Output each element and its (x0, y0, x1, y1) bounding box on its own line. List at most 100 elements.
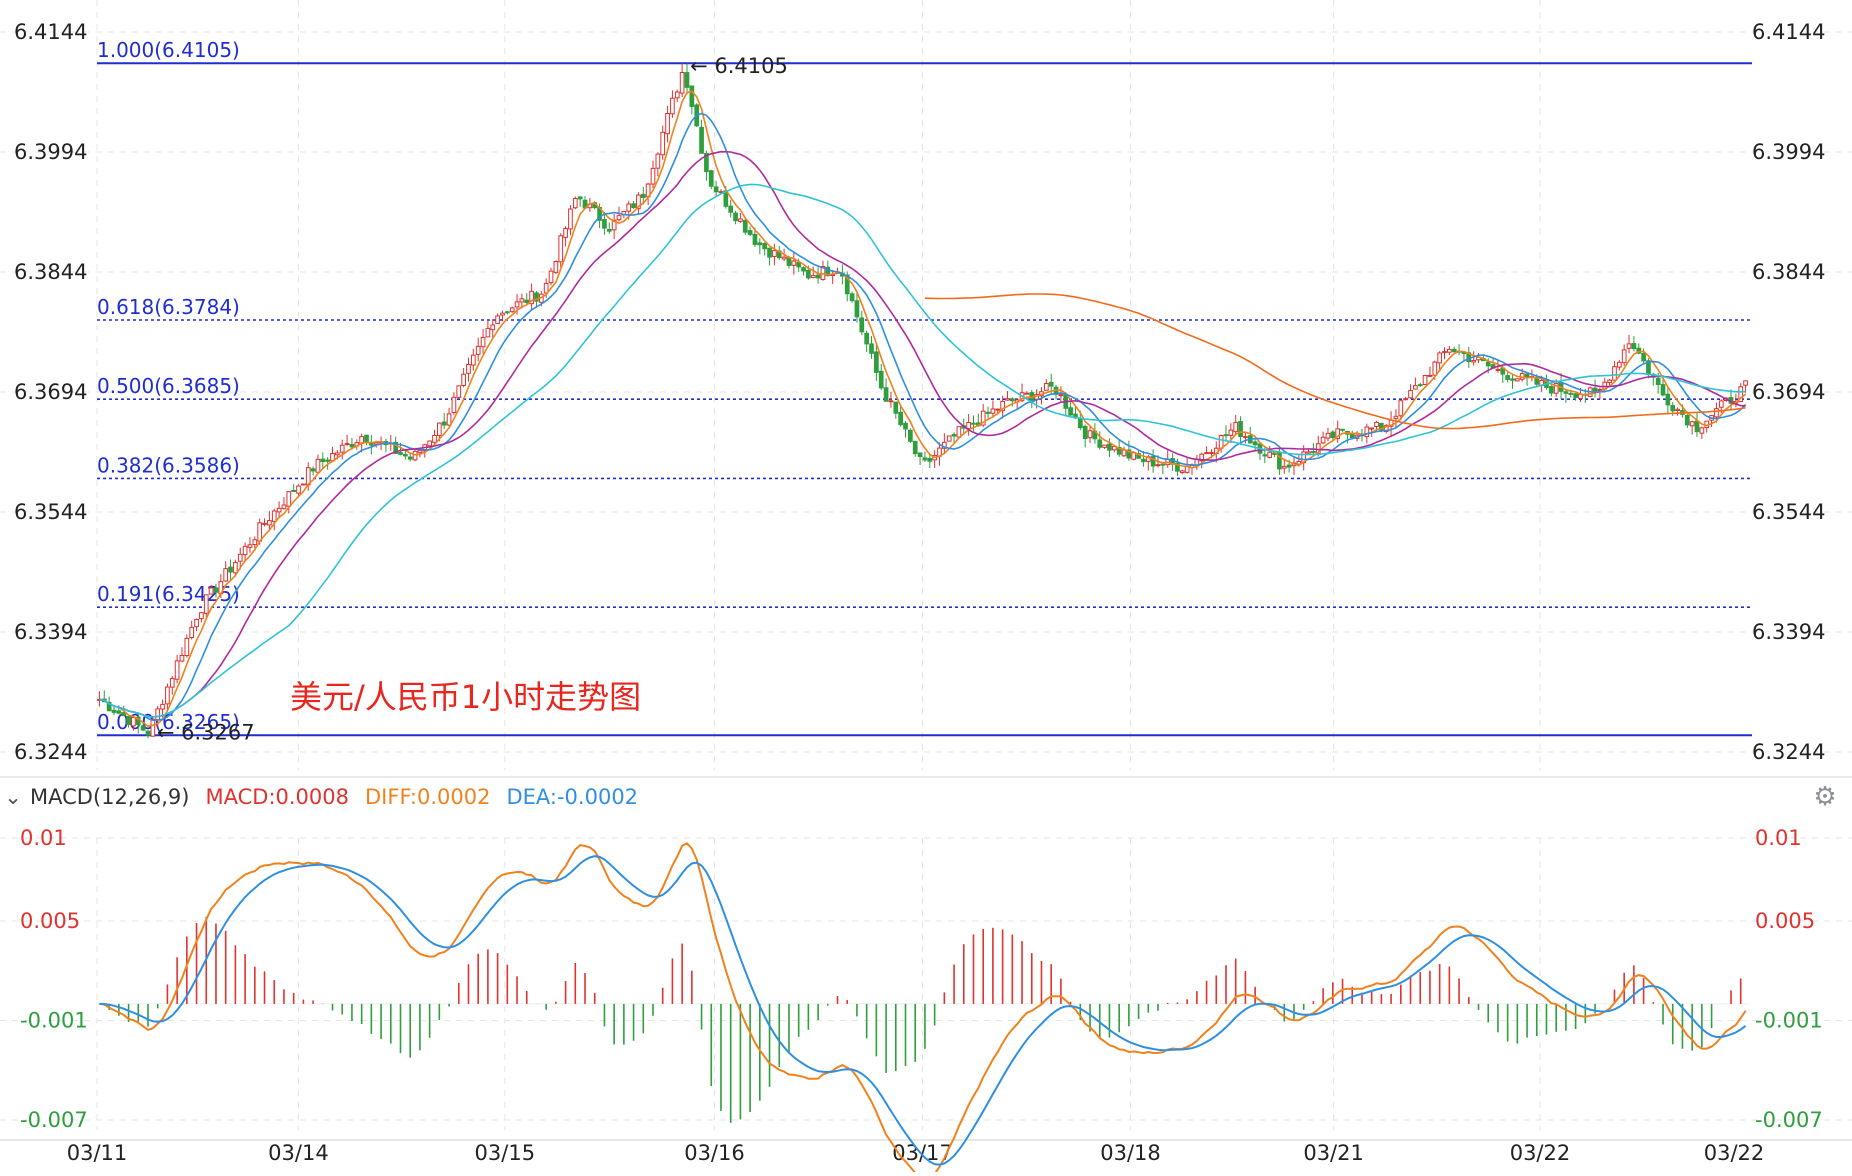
candle-body (150, 718, 156, 737)
candle-body (1714, 408, 1719, 418)
candle-body (1209, 452, 1214, 455)
candle-body (247, 544, 253, 548)
moving-average-line (924, 293, 1746, 430)
candle-body (504, 311, 510, 314)
candle-body (490, 324, 496, 331)
candle-body (470, 354, 476, 366)
candle-body (509, 307, 515, 313)
candle-body (252, 539, 258, 546)
candle-body (990, 408, 996, 414)
candle-body (237, 553, 243, 562)
candle-body (704, 152, 709, 173)
candle-body (1427, 374, 1433, 377)
dea-value-label: DEA:-0.0002 (506, 785, 639, 809)
candle-body (1447, 348, 1452, 353)
candle-body (1175, 462, 1180, 472)
candle-body (640, 193, 646, 198)
candle-body (1107, 443, 1112, 451)
candle-body (126, 715, 131, 725)
candle-body (485, 327, 491, 338)
candle-body (1102, 444, 1107, 448)
candle-body (160, 703, 165, 710)
candle-body (791, 260, 797, 266)
candle-body (810, 275, 816, 278)
candle-body (689, 85, 695, 107)
candle-body (1087, 430, 1093, 439)
price-tick-left: 6.3994 (14, 140, 87, 164)
candle-body (752, 233, 758, 245)
candle-body (611, 219, 617, 231)
candle-body (636, 194, 641, 210)
moving-average-line (99, 150, 1746, 718)
candle-body (1349, 433, 1355, 439)
candle-body (854, 300, 860, 318)
candle-body (495, 315, 500, 324)
candle-body (1568, 392, 1574, 395)
candle-body (320, 458, 326, 463)
candle-body (155, 708, 161, 721)
candle-body (427, 440, 432, 447)
candle-body (1422, 374, 1428, 385)
diff-value-label: DIFF:0.0002 (365, 785, 491, 809)
candle-body (1616, 361, 1622, 368)
fib-label: 0.191(6.3425) (97, 582, 240, 606)
candle-body (1743, 380, 1748, 386)
candle-body (912, 440, 918, 455)
candle-body (1082, 425, 1088, 439)
candle-body (174, 660, 180, 680)
candle-body (466, 364, 471, 374)
macd-tick-right: -0.007 (1755, 1108, 1823, 1132)
candle-body (747, 230, 753, 235)
candle-body (1655, 377, 1661, 385)
candle-body (864, 332, 870, 345)
chevron-down-icon[interactable]: ⌄ (4, 785, 22, 809)
candle-body (1621, 349, 1627, 364)
candle-body (1510, 378, 1515, 381)
candle-body (364, 434, 369, 443)
candle-body (286, 491, 292, 507)
gear-icon[interactable]: ⚙ (1813, 782, 1837, 812)
candle-body (1262, 454, 1268, 457)
candle-body (951, 434, 957, 437)
candle-body (1335, 428, 1341, 440)
candle-body (903, 422, 908, 430)
moving-average-line (99, 112, 1747, 722)
candle-body (1320, 436, 1326, 444)
candle-body (456, 385, 462, 398)
price-tick-left: 6.3844 (14, 260, 87, 284)
candle-body (1548, 385, 1554, 394)
candle-body (441, 421, 447, 426)
diff-line (99, 842, 1747, 1176)
candle-body (1228, 429, 1234, 436)
candle-body (194, 618, 199, 628)
price-tick-left: 6.3694 (14, 380, 87, 404)
candle-body (242, 545, 248, 556)
candle-body (888, 400, 894, 403)
candle-body (184, 637, 190, 657)
macd-legend-bar: ⌄ MACD(12,26,9) MACD:0.0008 DIFF:0.0002 … (0, 780, 1852, 814)
candle-body (1393, 415, 1399, 420)
candle-body (1058, 394, 1064, 397)
candle-body (548, 270, 554, 284)
candle-body (1238, 420, 1243, 438)
price-tick-right: 6.3394 (1752, 620, 1825, 644)
candle-body (1286, 464, 1292, 468)
candle-body (131, 716, 136, 727)
candle-body (1155, 464, 1161, 467)
candle-body (529, 290, 534, 305)
candle-body (281, 504, 287, 510)
candle-body (883, 387, 889, 402)
candle-body (1277, 452, 1282, 470)
candle-body (956, 426, 962, 438)
candle-body (1369, 427, 1375, 430)
x-tick-label: 03/22 (1704, 1141, 1765, 1165)
candle-body (1612, 366, 1617, 381)
candle-body (296, 485, 301, 494)
candle-body (1204, 452, 1209, 455)
candle-body (1665, 393, 1671, 406)
candle-body (233, 562, 238, 574)
candle-body (1699, 427, 1705, 434)
price-tick-right: 6.3994 (1752, 140, 1825, 164)
candle-body (1675, 408, 1680, 411)
